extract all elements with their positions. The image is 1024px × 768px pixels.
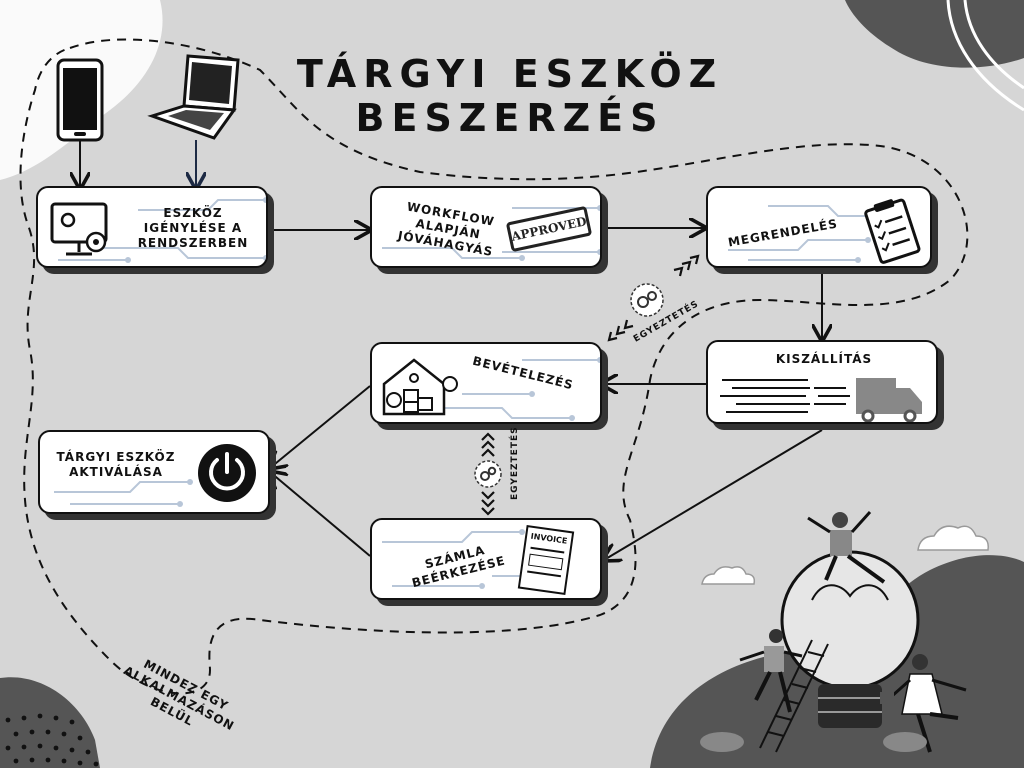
bushes — [700, 732, 927, 752]
arrow-delivery-to-invoice — [604, 429, 823, 560]
step-request-line-3: RENDSZERBEN — [137, 236, 249, 250]
circuit-pattern — [58, 197, 266, 263]
step-request-card: ESZKÖZ IGÉNYLÉSE A RENDSZERBEN — [36, 186, 268, 268]
sync-chevrons-upper — [607, 254, 700, 342]
computer-settings-icon — [50, 202, 108, 256]
step-activation-line-2: AKTIVÁLÁSA — [69, 465, 163, 479]
arrow-invoice-to-activation — [270, 472, 371, 557]
phone-icon — [56, 58, 104, 142]
sync-gears-icon-2 — [474, 460, 502, 488]
power-icon — [198, 444, 256, 502]
cloud-shapes — [701, 525, 989, 585]
arrow-receipt-to-activation — [270, 385, 371, 468]
step-request-line-1: ESZKÖZ — [163, 206, 223, 220]
step-delivery-card: KISZÁLLÍTÁS — [706, 340, 938, 424]
warehouse-icon — [382, 358, 458, 416]
step-approval-card: WORKFLOW ALAPJÁN JÓVÁHAGYÁS APPROVED — [370, 186, 602, 268]
sync-label-lower: EGYEZTETÉS — [510, 426, 520, 500]
step-request-line-2: IGÉNYLÉSE A — [143, 221, 243, 235]
person-on-ladder — [739, 629, 803, 713]
page-title: TÁRGYI ESZKÖZ BESZERZÉS — [260, 52, 760, 140]
step-receipt-card: BEVÉTELEZÉS — [370, 342, 602, 424]
dashed-boundary — [19, 38, 969, 695]
step-activation-card: TÁRGYI ESZKÖZ AKTIVÁLÁSA — [38, 430, 270, 514]
step-activation-label: TÁRGYI ESZKÖZ AKTIVÁLÁSA — [46, 450, 186, 480]
step-invoice-card: SZÁMLA BEÉRKEZÉSE INVOICE — [370, 518, 602, 600]
step-delivery-label: KISZÁLLÍTÁS — [775, 352, 873, 366]
sync-gears-icon — [630, 283, 664, 317]
clipboard-icon — [864, 198, 921, 264]
truck-icon — [720, 378, 922, 422]
dark-blob-bottom-left — [0, 677, 100, 768]
step-request-label: ESZKÖZ IGÉNYLÉSE A RENDSZERBEN — [118, 206, 266, 251]
dark-blob-top-right — [845, 0, 1024, 68]
invoice-icon-text: INVOICE — [530, 531, 568, 546]
person-watering — [880, 654, 967, 753]
step-order-card: MEGRENDELÉS — [706, 186, 932, 268]
step-activation-line-1: TÁRGYI ESZKÖZ — [56, 450, 176, 464]
circuit-pattern — [442, 357, 600, 421]
title-line-1: TÁRGYI ESZKÖZ — [296, 52, 724, 96]
sync-chevrons-lower — [481, 432, 495, 516]
circuit-pattern — [54, 479, 193, 507]
dot-pattern — [5, 713, 99, 767]
invoice-icon: INVOICE — [517, 524, 575, 596]
title-line-2: BESZERZÉS — [355, 96, 665, 140]
laptop-icon — [147, 54, 240, 140]
person-on-bulb — [807, 510, 886, 584]
